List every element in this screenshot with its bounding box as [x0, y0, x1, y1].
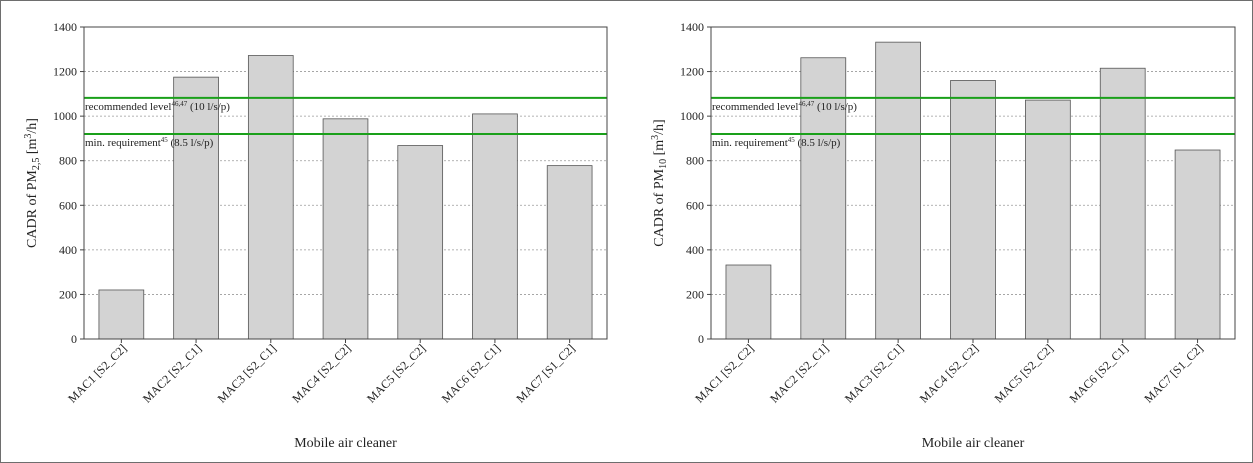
x-tick-label: MAC4 [S2_C2]	[289, 341, 353, 405]
x-tick-label: MAC5 [S2_C2]	[364, 341, 428, 405]
y-tick-label: 1400	[53, 20, 77, 34]
bar-5	[1025, 99, 1071, 340]
x-tick-label: MAC3 [S2_C1]	[215, 341, 279, 405]
y-axis-label: CADR of PM2,5 [m3/h]	[23, 118, 42, 248]
bar-5	[397, 145, 444, 340]
y-tick-label: 1200	[680, 65, 704, 79]
bar-7	[1174, 149, 1221, 340]
y-tick-label: 200	[686, 287, 704, 301]
y-tick-label: 800	[59, 154, 77, 168]
reference-line-label-2: min. requirement45 (8.5 l/s/p)	[85, 136, 214, 149]
reference-line-label-1: recommended level46,47 (10 l/s/p)	[85, 100, 230, 113]
chart-panel-2: recommended level46,47 (10 l/s/p) min. re…	[650, 20, 1236, 451]
bar-4	[322, 118, 369, 340]
bar-1	[98, 289, 145, 340]
y-tick-label: 400	[686, 243, 704, 257]
chart-panel-1: recommended level46,47 (10 l/s/p) min. re…	[23, 20, 608, 451]
bar-3	[875, 41, 922, 340]
x-tick-label: MAC7 [S1_C2]	[1141, 341, 1205, 405]
bar-4	[950, 80, 996, 340]
y-tick-label: 200	[59, 287, 77, 301]
x-tick-label: MAC6 [S2_C1]	[1066, 341, 1130, 405]
x-tick-label: MAC1 [S2_C2]	[65, 341, 129, 405]
bar-2	[800, 57, 847, 340]
y-tick-label: 1400	[680, 20, 704, 34]
x-tick-label: MAC6 [S2_C1]	[439, 341, 503, 405]
bar-2	[173, 76, 219, 340]
y-tick-label: 600	[686, 198, 704, 212]
x-tick-label: MAC1 [S2_C2]	[692, 341, 756, 405]
x-tick-label: MAC3 [S2_C1]	[842, 341, 906, 405]
bar-3	[247, 55, 294, 340]
y-tick-label: 1200	[53, 65, 77, 79]
y-tick-label: 0	[71, 332, 77, 346]
y-tick-label: 400	[59, 243, 77, 257]
reference-line-label-1: recommended level46,47 (10 l/s/p)	[712, 100, 857, 113]
y-tick-label: 800	[686, 154, 704, 168]
x-tick-label: MAC5 [S2_C2]	[992, 341, 1056, 405]
reference-line-label-2: min. requirement45 (8.5 l/s/p)	[712, 136, 841, 149]
bar-1	[725, 264, 772, 340]
bar-7	[546, 165, 593, 340]
y-tick-label: 1000	[53, 109, 77, 123]
y-axis-label: CADR of PM10 [m3/h]	[650, 119, 669, 246]
bar-6	[472, 113, 518, 340]
y-tick-label: 600	[59, 198, 77, 212]
y-tick-label: 0	[698, 332, 704, 346]
x-tick-label: MAC2 [S2_C1]	[767, 341, 831, 405]
bar-6	[1099, 67, 1146, 340]
y-tick-label: 1000	[680, 109, 704, 123]
x-tick-label: MAC2 [S2_C1]	[140, 341, 204, 405]
x-tick-label: MAC7 [S1_C2]	[513, 341, 577, 405]
x-axis-label: Mobile air cleaner	[294, 436, 397, 451]
x-tick-label: MAC4 [S2_C2]	[917, 341, 981, 405]
x-axis-label: Mobile air cleaner	[922, 436, 1025, 451]
